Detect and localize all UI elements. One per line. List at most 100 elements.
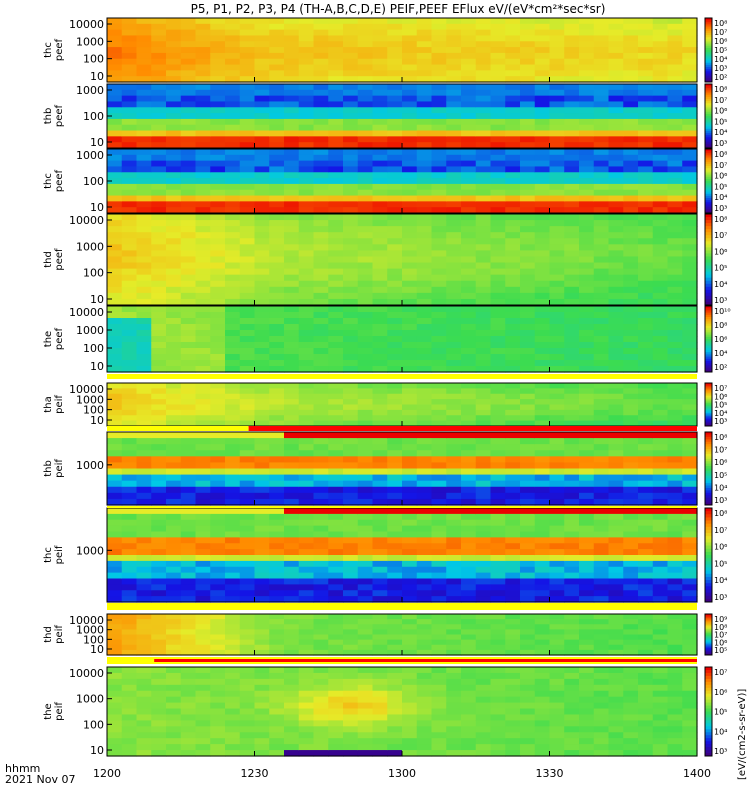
colorbar-swatch bbox=[705, 645, 712, 648]
heatmap-cell bbox=[151, 537, 167, 544]
heatmap-cell bbox=[284, 226, 300, 233]
heatmap-cell bbox=[254, 342, 270, 349]
heatmap-cell bbox=[667, 262, 683, 270]
panel-y-label: thdpeef bbox=[43, 248, 65, 271]
heatmap-cell bbox=[667, 415, 683, 422]
heatmap-cell bbox=[564, 29, 580, 37]
heatmap-cell bbox=[534, 629, 551, 636]
heatmap-cell bbox=[564, 101, 580, 108]
heatmap-cell bbox=[608, 399, 624, 406]
heatmap-cell bbox=[549, 354, 565, 361]
heatmap-cell bbox=[357, 214, 374, 221]
heatmap-cell bbox=[298, 438, 315, 445]
heatmap-cell bbox=[254, 113, 270, 120]
heatmap-cell bbox=[225, 89, 241, 97]
heatmap-cell bbox=[520, 318, 536, 325]
heatmap-cell bbox=[667, 474, 683, 482]
heatmap-cell bbox=[357, 474, 374, 482]
heatmap-cell bbox=[638, 525, 654, 533]
heatmap-cell bbox=[151, 560, 167, 568]
heatmap-cell bbox=[564, 226, 580, 233]
heatmap-cell bbox=[107, 744, 123, 751]
heatmap-cell bbox=[461, 480, 477, 488]
heatmap-cell bbox=[195, 107, 211, 114]
heatmap-cell bbox=[313, 619, 329, 625]
heatmap-cell bbox=[357, 336, 374, 343]
heatmap-cell bbox=[180, 508, 197, 515]
heatmap-cell bbox=[269, 393, 285, 400]
heatmap-cell bbox=[269, 624, 285, 630]
heatmap-cell bbox=[549, 572, 565, 580]
heatmap-cell bbox=[357, 23, 374, 31]
heatmap-cell bbox=[254, 166, 270, 173]
heatmap-cell bbox=[269, 560, 285, 568]
heatmap-cell bbox=[505, 324, 521, 331]
heatmap-cell bbox=[107, 572, 123, 580]
heatmap-cell bbox=[534, 584, 551, 591]
colorbar-swatch bbox=[705, 620, 712, 623]
heatmap-cell bbox=[239, 201, 256, 208]
heatmap-cell bbox=[431, 750, 447, 757]
heatmap-cell bbox=[490, 330, 506, 337]
heatmap-cell bbox=[593, 58, 610, 66]
heatmap-cell bbox=[490, 720, 506, 727]
heatmap-cell bbox=[210, 566, 226, 574]
colorbar-frame bbox=[704, 382, 713, 427]
heatmap-cell bbox=[667, 572, 683, 580]
heatmap-cell bbox=[608, 268, 624, 276]
heatmap-cell bbox=[534, 312, 551, 319]
heatmap-cell bbox=[210, 214, 226, 221]
heatmap-cell bbox=[475, 360, 492, 367]
heatmap-cell bbox=[195, 324, 211, 331]
heatmap-cell bbox=[195, 201, 211, 208]
heatmap-cell bbox=[210, 667, 226, 674]
heatmap-cell bbox=[549, 29, 565, 37]
heatmap-cell bbox=[210, 702, 226, 710]
heatmap-cell bbox=[239, 118, 256, 126]
heatmap-cell bbox=[461, 702, 477, 710]
heatmap-cell bbox=[520, 47, 536, 54]
heatmap-cell bbox=[166, 130, 182, 137]
heatmap-cell bbox=[298, 195, 315, 202]
heatmap-cell bbox=[579, 178, 595, 185]
heatmap-cell bbox=[402, 450, 418, 457]
heatmap-cell bbox=[534, 366, 551, 373]
heatmap-cell bbox=[121, 89, 138, 97]
heatmap-cell bbox=[505, 256, 521, 264]
heatmap-cell bbox=[534, 107, 551, 114]
colorbar-swatch bbox=[705, 185, 712, 188]
heatmap-cell bbox=[608, 383, 624, 389]
heatmap-cell bbox=[564, 136, 580, 143]
heatmap-cell bbox=[564, 474, 580, 482]
heatmap-cell bbox=[431, 549, 447, 556]
heatmap-cell bbox=[166, 366, 182, 373]
heatmap-cell bbox=[313, 35, 329, 42]
heatmap-cell bbox=[608, 149, 624, 156]
heatmap-cell bbox=[254, 207, 270, 214]
heatmap-cell bbox=[564, 644, 580, 651]
heatmap-cell bbox=[638, 172, 654, 179]
heatmap-cell bbox=[593, 366, 610, 373]
heatmap-cell bbox=[372, 639, 388, 646]
heatmap-cell bbox=[298, 393, 315, 400]
heatmap-cell bbox=[505, 52, 521, 60]
heatmap-cell bbox=[357, 130, 374, 137]
heatmap-cell bbox=[210, 220, 226, 227]
colorbar-tick-label: 10³ bbox=[714, 204, 727, 213]
heatmap-cell bbox=[402, 101, 418, 108]
heatmap-cell bbox=[623, 438, 639, 445]
heatmap-cell bbox=[446, 95, 462, 103]
heatmap-cell bbox=[180, 732, 197, 739]
heatmap-cell bbox=[343, 124, 359, 132]
heatmap-cell bbox=[579, 268, 595, 276]
heatmap-cell bbox=[239, 720, 256, 727]
heatmap-cell bbox=[446, 220, 462, 227]
heatmap-cell bbox=[490, 366, 506, 373]
heatmap-cell bbox=[180, 58, 197, 66]
heatmap-cell bbox=[534, 360, 551, 367]
heatmap-cell bbox=[593, 537, 610, 544]
heatmap-cell bbox=[151, 404, 167, 411]
heatmap-cell bbox=[210, 330, 226, 337]
heatmap-cell bbox=[682, 649, 698, 656]
heatmap-cell bbox=[239, 555, 256, 562]
